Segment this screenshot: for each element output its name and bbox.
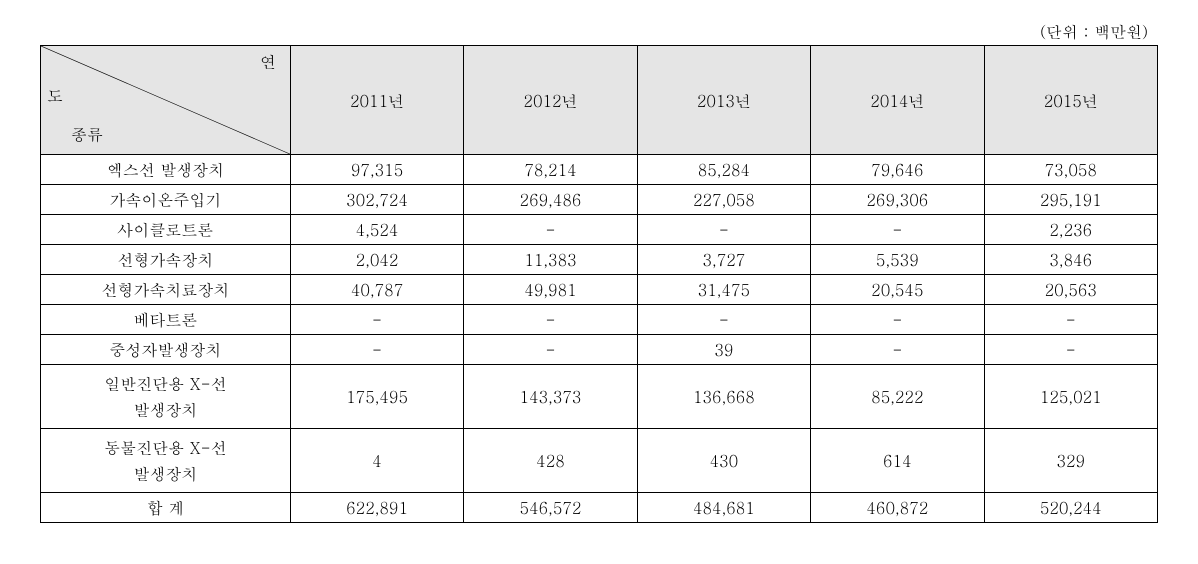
cell-value: 3,727	[637, 245, 810, 275]
cell-value: -	[464, 305, 637, 335]
cell-value: 143,373	[464, 365, 637, 429]
table-row: 동물진단용 X-선발생장치4428430614329	[41, 429, 1158, 493]
row-label: 사이클로트론	[41, 215, 291, 245]
header-diag-top: 연	[260, 50, 276, 73]
header-diag-left: 도	[47, 84, 63, 107]
header-row: 연 도 종류 2011년 2012년 2013년 2014년 2015년	[41, 46, 1158, 155]
cell-value: 49,981	[464, 275, 637, 305]
table-row: 선형가속장치2,04211,3833,7275,5393,846	[41, 245, 1158, 275]
cell-value: 4,524	[290, 215, 463, 245]
cell-value: -	[811, 215, 984, 245]
cell-value: 40,787	[290, 275, 463, 305]
row-label: 선형가속장치	[41, 245, 291, 275]
cell-value: 125,021	[984, 365, 1157, 429]
table-row: 일반진단용 X-선발생장치175,495143,373136,66885,222…	[41, 365, 1158, 429]
unit-label: (단위 : 백만원)	[40, 20, 1158, 43]
cell-value: 20,545	[811, 275, 984, 305]
cell-value: -	[290, 335, 463, 365]
cell-value: 73,058	[984, 155, 1157, 185]
cell-value: -	[637, 215, 810, 245]
table-row: 엑스선 발생장치97,31578,21485,28479,64673,058	[41, 155, 1158, 185]
cell-value: -	[984, 335, 1157, 365]
table-row: 합 계622,891546,572484,681460,872520,244	[41, 493, 1158, 523]
cell-value: 31,475	[637, 275, 810, 305]
cell-value: -	[811, 305, 984, 335]
header-diagonal: 연 도 종류	[41, 46, 291, 155]
cell-value: 4	[290, 429, 463, 493]
cell-value: -	[984, 305, 1157, 335]
cell-value: 269,306	[811, 185, 984, 215]
cell-value: -	[811, 335, 984, 365]
cell-value: 2,042	[290, 245, 463, 275]
table-row: 베타트론-----	[41, 305, 1158, 335]
row-label: 동물진단용 X-선발생장치	[41, 429, 291, 493]
cell-value: 2,236	[984, 215, 1157, 245]
row-label: 가속이온주입기	[41, 185, 291, 215]
row-label: 베타트론	[41, 305, 291, 335]
cell-value: 622,891	[290, 493, 463, 523]
cell-value: 269,486	[464, 185, 637, 215]
table-row: 사이클로트론4,524---2,236	[41, 215, 1158, 245]
header-year: 2012년	[464, 46, 637, 155]
header-diag-bottom: 종류	[71, 123, 103, 146]
header-year: 2013년	[637, 46, 810, 155]
cell-value: -	[464, 335, 637, 365]
cell-value: -	[290, 305, 463, 335]
header-year: 2014년	[811, 46, 984, 155]
header-year: 2015년	[984, 46, 1157, 155]
header-year: 2011년	[290, 46, 463, 155]
row-label: 중성자발생장치	[41, 335, 291, 365]
row-label: 엑스선 발생장치	[41, 155, 291, 185]
cell-value: 85,222	[811, 365, 984, 429]
cell-value: 430	[637, 429, 810, 493]
cell-value: 546,572	[464, 493, 637, 523]
row-label: 선형가속치료장치	[41, 275, 291, 305]
cell-value: 78,214	[464, 155, 637, 185]
cell-value: 39	[637, 335, 810, 365]
cell-value: 85,284	[637, 155, 810, 185]
cell-value: 79,646	[811, 155, 984, 185]
cell-value: 295,191	[984, 185, 1157, 215]
table-body: 엑스선 발생장치97,31578,21485,28479,64673,058가속…	[41, 155, 1158, 523]
cell-value: 11,383	[464, 245, 637, 275]
table-row: 가속이온주입기302,724269,486227,058269,306295,1…	[41, 185, 1158, 215]
cell-value: 5,539	[811, 245, 984, 275]
cell-value: 97,315	[290, 155, 463, 185]
row-label: 합 계	[41, 493, 291, 523]
cell-value: 484,681	[637, 493, 810, 523]
cell-value: 136,668	[637, 365, 810, 429]
cell-value: 3,846	[984, 245, 1157, 275]
cell-value: 302,724	[290, 185, 463, 215]
cell-value: 227,058	[637, 185, 810, 215]
cell-value: 175,495	[290, 365, 463, 429]
cell-value: 428	[464, 429, 637, 493]
cell-value: 520,244	[984, 493, 1157, 523]
cell-value: 460,872	[811, 493, 984, 523]
cell-value: 614	[811, 429, 984, 493]
cell-value: 20,563	[984, 275, 1157, 305]
cell-value: -	[464, 215, 637, 245]
row-label: 일반진단용 X-선발생장치	[41, 365, 291, 429]
table-row: 중성자발생장치--39--	[41, 335, 1158, 365]
data-table: 연 도 종류 2011년 2012년 2013년 2014년 2015년 엑스선…	[40, 45, 1158, 523]
table-row: 선형가속치료장치40,78749,98131,47520,54520,563	[41, 275, 1158, 305]
cell-value: 329	[984, 429, 1157, 493]
cell-value: -	[637, 305, 810, 335]
